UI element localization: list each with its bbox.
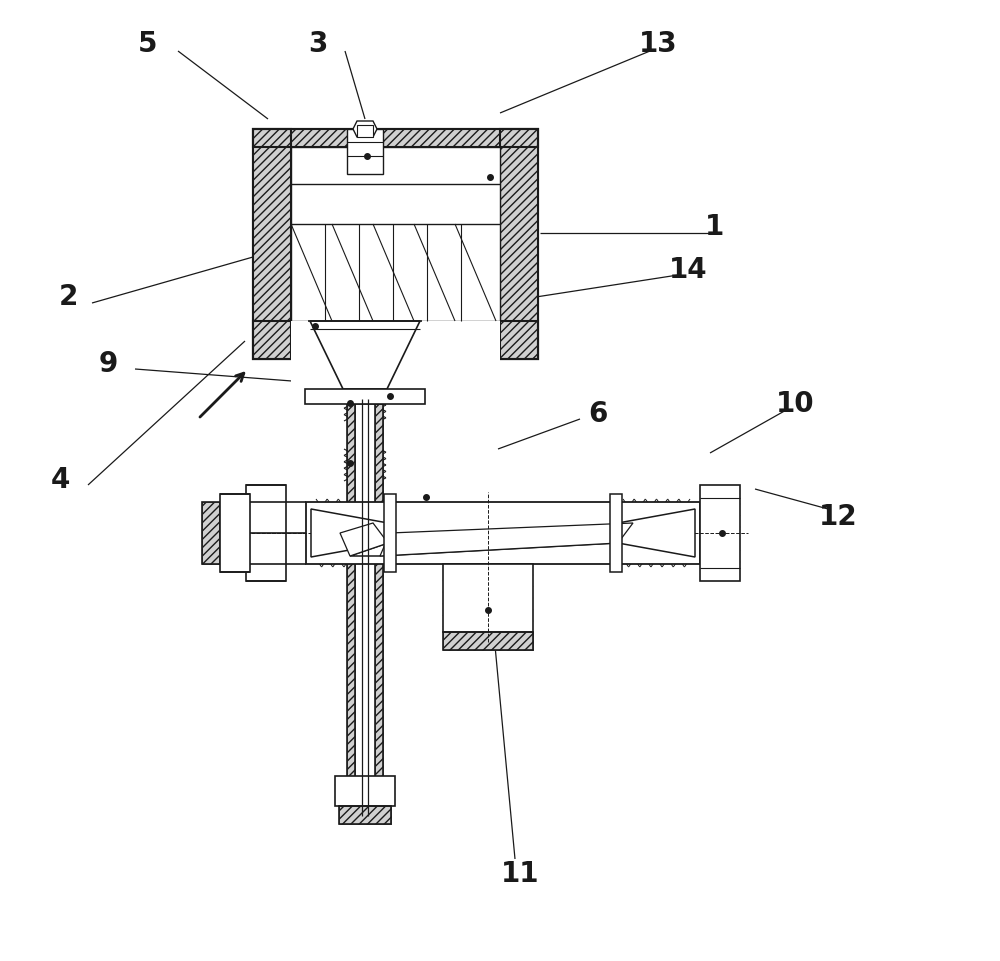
Text: 10: 10 (776, 389, 814, 418)
Polygon shape (500, 130, 538, 359)
Polygon shape (253, 130, 291, 359)
Bar (291, 148, 500, 322)
Polygon shape (350, 543, 618, 556)
Bar (357, 126, 373, 137)
Text: 5: 5 (138, 30, 158, 58)
Polygon shape (618, 509, 695, 557)
Polygon shape (375, 405, 383, 806)
Bar (384, 495, 396, 573)
Polygon shape (253, 130, 538, 148)
Polygon shape (353, 122, 377, 137)
Bar (443, 632, 533, 651)
Bar (291, 322, 500, 389)
Polygon shape (202, 503, 220, 564)
Bar (246, 485, 286, 581)
Text: 6: 6 (588, 400, 608, 428)
Bar (500, 130, 538, 359)
Polygon shape (339, 806, 391, 825)
Bar (443, 564, 533, 632)
Bar (253, 322, 538, 359)
Polygon shape (380, 524, 633, 556)
Bar (347, 405, 355, 806)
Polygon shape (253, 322, 538, 359)
Bar (253, 130, 538, 148)
Bar (305, 389, 425, 405)
Polygon shape (340, 524, 388, 556)
Bar (306, 503, 700, 564)
Text: 1: 1 (705, 212, 725, 241)
Text: 9: 9 (98, 350, 118, 378)
Polygon shape (311, 509, 388, 557)
Text: 13: 13 (639, 30, 677, 58)
Bar (253, 130, 291, 359)
Text: 4: 4 (50, 465, 70, 494)
Text: 11: 11 (501, 859, 539, 887)
Bar (700, 485, 740, 581)
Text: 14: 14 (669, 256, 707, 283)
Bar (339, 806, 391, 825)
Polygon shape (347, 405, 355, 806)
Bar (202, 503, 220, 564)
Polygon shape (443, 632, 533, 651)
Text: 12: 12 (819, 503, 857, 530)
Text: 2: 2 (58, 283, 78, 310)
Polygon shape (310, 322, 420, 389)
Bar (335, 776, 395, 806)
Bar (375, 405, 383, 806)
Text: 3: 3 (308, 30, 328, 58)
Bar (610, 495, 622, 573)
Bar (347, 130, 383, 175)
Bar (220, 495, 250, 573)
Bar (355, 405, 375, 806)
Bar (253, 130, 538, 359)
